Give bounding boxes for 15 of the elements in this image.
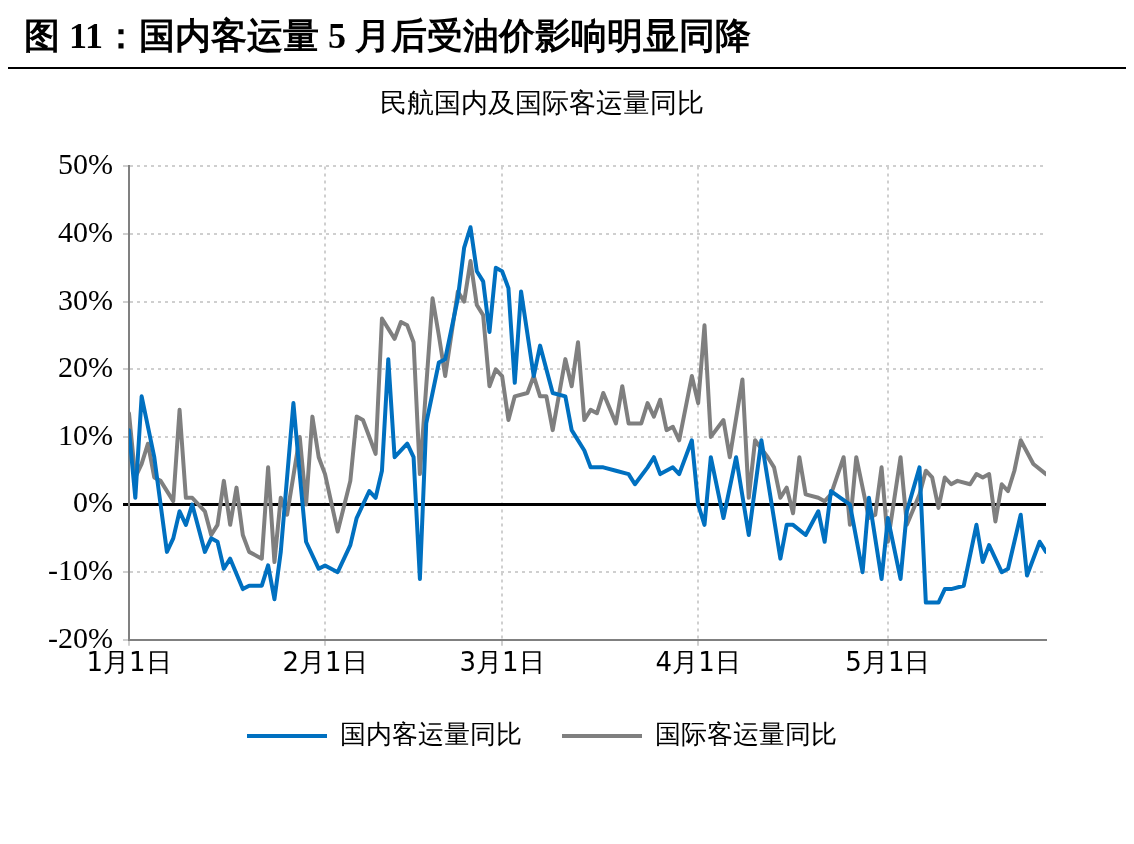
chart-title: 图 11：国内客运量 5 月后受油价影响明显同降 bbox=[8, 8, 1126, 69]
y-tick-label: 40% bbox=[57, 214, 113, 248]
x-tick-label: 3月1日 bbox=[459, 647, 545, 678]
y-tick-label: 0% bbox=[72, 485, 113, 519]
legend-label: 国内客运量同比 bbox=[340, 718, 522, 749]
y-tick-label: 30% bbox=[57, 282, 113, 316]
y-tick-label: 20% bbox=[57, 350, 113, 384]
y-tick-label: 50% bbox=[57, 147, 113, 181]
chart-subtitle: 民航国内及国际客运量同比 bbox=[380, 87, 704, 119]
y-tick-label: -10% bbox=[48, 553, 113, 587]
x-tick-label: 5月1日 bbox=[845, 647, 931, 678]
x-tick-label: 4月1日 bbox=[655, 647, 741, 678]
y-tick-label: 10% bbox=[57, 417, 113, 451]
x-tick-label: 2月1日 bbox=[282, 647, 368, 678]
legend-label: 国际客运量同比 bbox=[655, 718, 837, 749]
